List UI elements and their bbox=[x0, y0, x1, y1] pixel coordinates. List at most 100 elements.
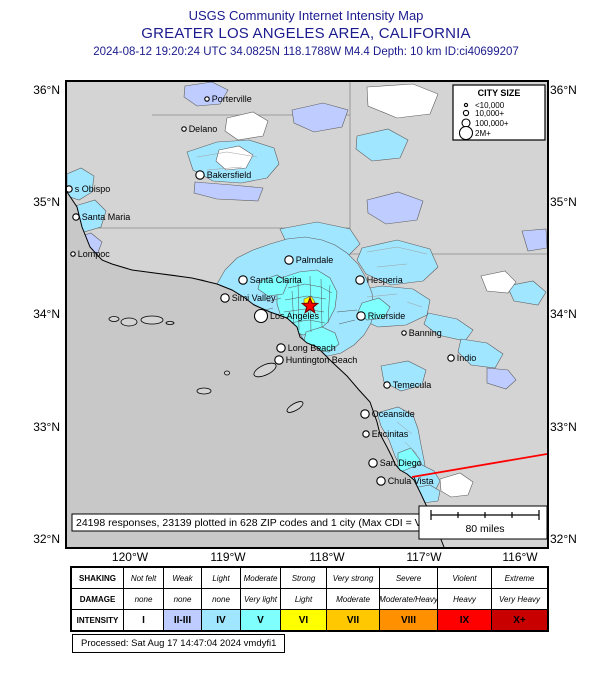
legend-cell: Weak bbox=[164, 568, 202, 589]
zip-region bbox=[224, 111, 269, 141]
legend-cell: Moderate bbox=[241, 568, 281, 589]
intensity-cell: VI bbox=[281, 610, 327, 630]
city-label: Palmdale bbox=[296, 255, 334, 265]
lon-label: 118°W bbox=[309, 550, 345, 564]
city-label: Simi Valley bbox=[232, 293, 276, 303]
lat-label-right: 34°N bbox=[550, 307, 577, 321]
city-marker bbox=[284, 255, 294, 265]
legend-cell: Strong bbox=[281, 568, 327, 589]
city-label: Temecula bbox=[393, 380, 432, 390]
intensity-cell: VIII bbox=[380, 610, 438, 630]
zip-region bbox=[439, 472, 474, 498]
city-label: Hesperia bbox=[367, 275, 403, 285]
lat-label-left: 32°N bbox=[33, 532, 60, 546]
city-marker bbox=[253, 308, 269, 324]
zip-region bbox=[355, 128, 409, 162]
city-size-circle bbox=[462, 109, 470, 117]
lon-label: 120°W bbox=[111, 550, 149, 564]
status-text: 24198 responses, 23139 plotted in 628 ZI… bbox=[76, 517, 428, 529]
legend-cell: Not felt bbox=[124, 568, 164, 589]
ocean bbox=[67, 192, 444, 547]
lat-label-right: 32°N bbox=[550, 532, 577, 546]
intensity-cell: I bbox=[124, 610, 164, 630]
intensity-cell: V bbox=[241, 610, 281, 630]
scale-bar: 80 miles bbox=[418, 505, 547, 540]
city-marker bbox=[447, 354, 455, 362]
zip-region bbox=[67, 167, 95, 201]
city-marker bbox=[181, 126, 187, 132]
lat-label-right: 35°N bbox=[550, 195, 577, 209]
legend-cell: none bbox=[124, 589, 164, 610]
county-lines bbox=[67, 82, 547, 255]
city-label: Santa Clarita bbox=[250, 275, 302, 285]
city-marker bbox=[67, 185, 73, 193]
city-markers: Porterville Delano Bakersfield s Obispo Sant… bbox=[67, 94, 476, 486]
intensity-cell: IX bbox=[438, 610, 492, 630]
channel-islands bbox=[108, 315, 304, 413]
city-label: Encinitas bbox=[372, 429, 409, 439]
zip-region bbox=[366, 191, 424, 225]
city-label: Chula Vista bbox=[388, 476, 434, 486]
zip-region bbox=[291, 102, 349, 133]
scale-bar-line bbox=[430, 510, 540, 520]
city-size-circle bbox=[458, 125, 474, 141]
city-size-label: 100,000+ bbox=[475, 119, 509, 128]
legend-cell: Light bbox=[281, 589, 327, 610]
legend-row-header: SHAKING bbox=[72, 568, 124, 589]
lat-label-right: 33°N bbox=[550, 420, 577, 434]
city-size-circle bbox=[461, 118, 471, 128]
legend-cell: Extreme bbox=[492, 568, 547, 589]
city-marker bbox=[383, 381, 391, 389]
legend-row-header: INTENSITY bbox=[72, 610, 124, 630]
city-marker bbox=[70, 251, 76, 257]
intensity-cell: IV bbox=[202, 610, 241, 630]
city-label: s Obispo bbox=[75, 184, 111, 194]
legend-cell: Heavy bbox=[438, 589, 492, 610]
city-marker bbox=[274, 355, 284, 365]
city-marker bbox=[376, 476, 386, 486]
city-label: San Diego bbox=[380, 458, 422, 468]
city-label: Riverside bbox=[368, 311, 406, 321]
zip-boundary-hints bbox=[196, 151, 428, 455]
region-title: GREATER LOS ANGELES AREA, CALIFORNIA bbox=[141, 25, 471, 42]
legend-row-header: DAMAGE bbox=[72, 589, 124, 610]
city-label: Indio bbox=[457, 353, 477, 363]
city-size-label: <10,000 bbox=[475, 101, 505, 110]
scale-label: 80 miles bbox=[465, 523, 504, 535]
zip-region bbox=[457, 338, 504, 369]
zip-region bbox=[506, 280, 547, 306]
city-size-label: 2M+ bbox=[475, 129, 491, 138]
city-marker bbox=[238, 275, 248, 285]
city-size-legend-title: CITY SIZE bbox=[478, 88, 521, 98]
city-marker bbox=[72, 213, 80, 221]
status-box: 24198 responses, 23139 plotted in 628 ZI… bbox=[71, 513, 475, 532]
legend-cell: Moderate bbox=[327, 589, 380, 610]
page-title: USGS Community Internet Intensity Map bbox=[188, 8, 424, 23]
city-marker bbox=[401, 330, 407, 336]
city-size-label: 10,000+ bbox=[475, 109, 504, 118]
city-size-circle bbox=[463, 102, 469, 108]
lon-label: 117°W bbox=[406, 550, 442, 564]
zip-region bbox=[193, 181, 264, 202]
zip-region bbox=[183, 82, 229, 107]
city-label: Oceanside bbox=[372, 409, 415, 419]
legend-cell: Moderate/Heavy bbox=[380, 589, 438, 610]
event-info: 2024-08-12 19:20:24 UTC 34.0825N 118.178… bbox=[93, 46, 519, 58]
us-mexico-border-line bbox=[411, 453, 547, 478]
city-marker bbox=[204, 96, 210, 102]
city-marker bbox=[355, 275, 365, 285]
coastline bbox=[67, 191, 445, 547]
processed-timestamp: Processed: Sat Aug 17 14:47:04 2024 vmdy… bbox=[72, 634, 286, 653]
lat-label-left: 35°N bbox=[33, 195, 60, 209]
city-label: Huntington Beach bbox=[286, 355, 358, 365]
map-canvas: Porterville Delano Bakersfield s Obispo Sant… bbox=[67, 82, 547, 547]
lon-label: 119°W bbox=[210, 550, 246, 564]
zip-region bbox=[486, 367, 517, 390]
zip-region bbox=[366, 83, 439, 119]
city-marker bbox=[362, 430, 370, 438]
zip-region bbox=[480, 270, 517, 294]
city-label: Lompoc bbox=[78, 249, 111, 259]
city-marker bbox=[356, 311, 366, 321]
